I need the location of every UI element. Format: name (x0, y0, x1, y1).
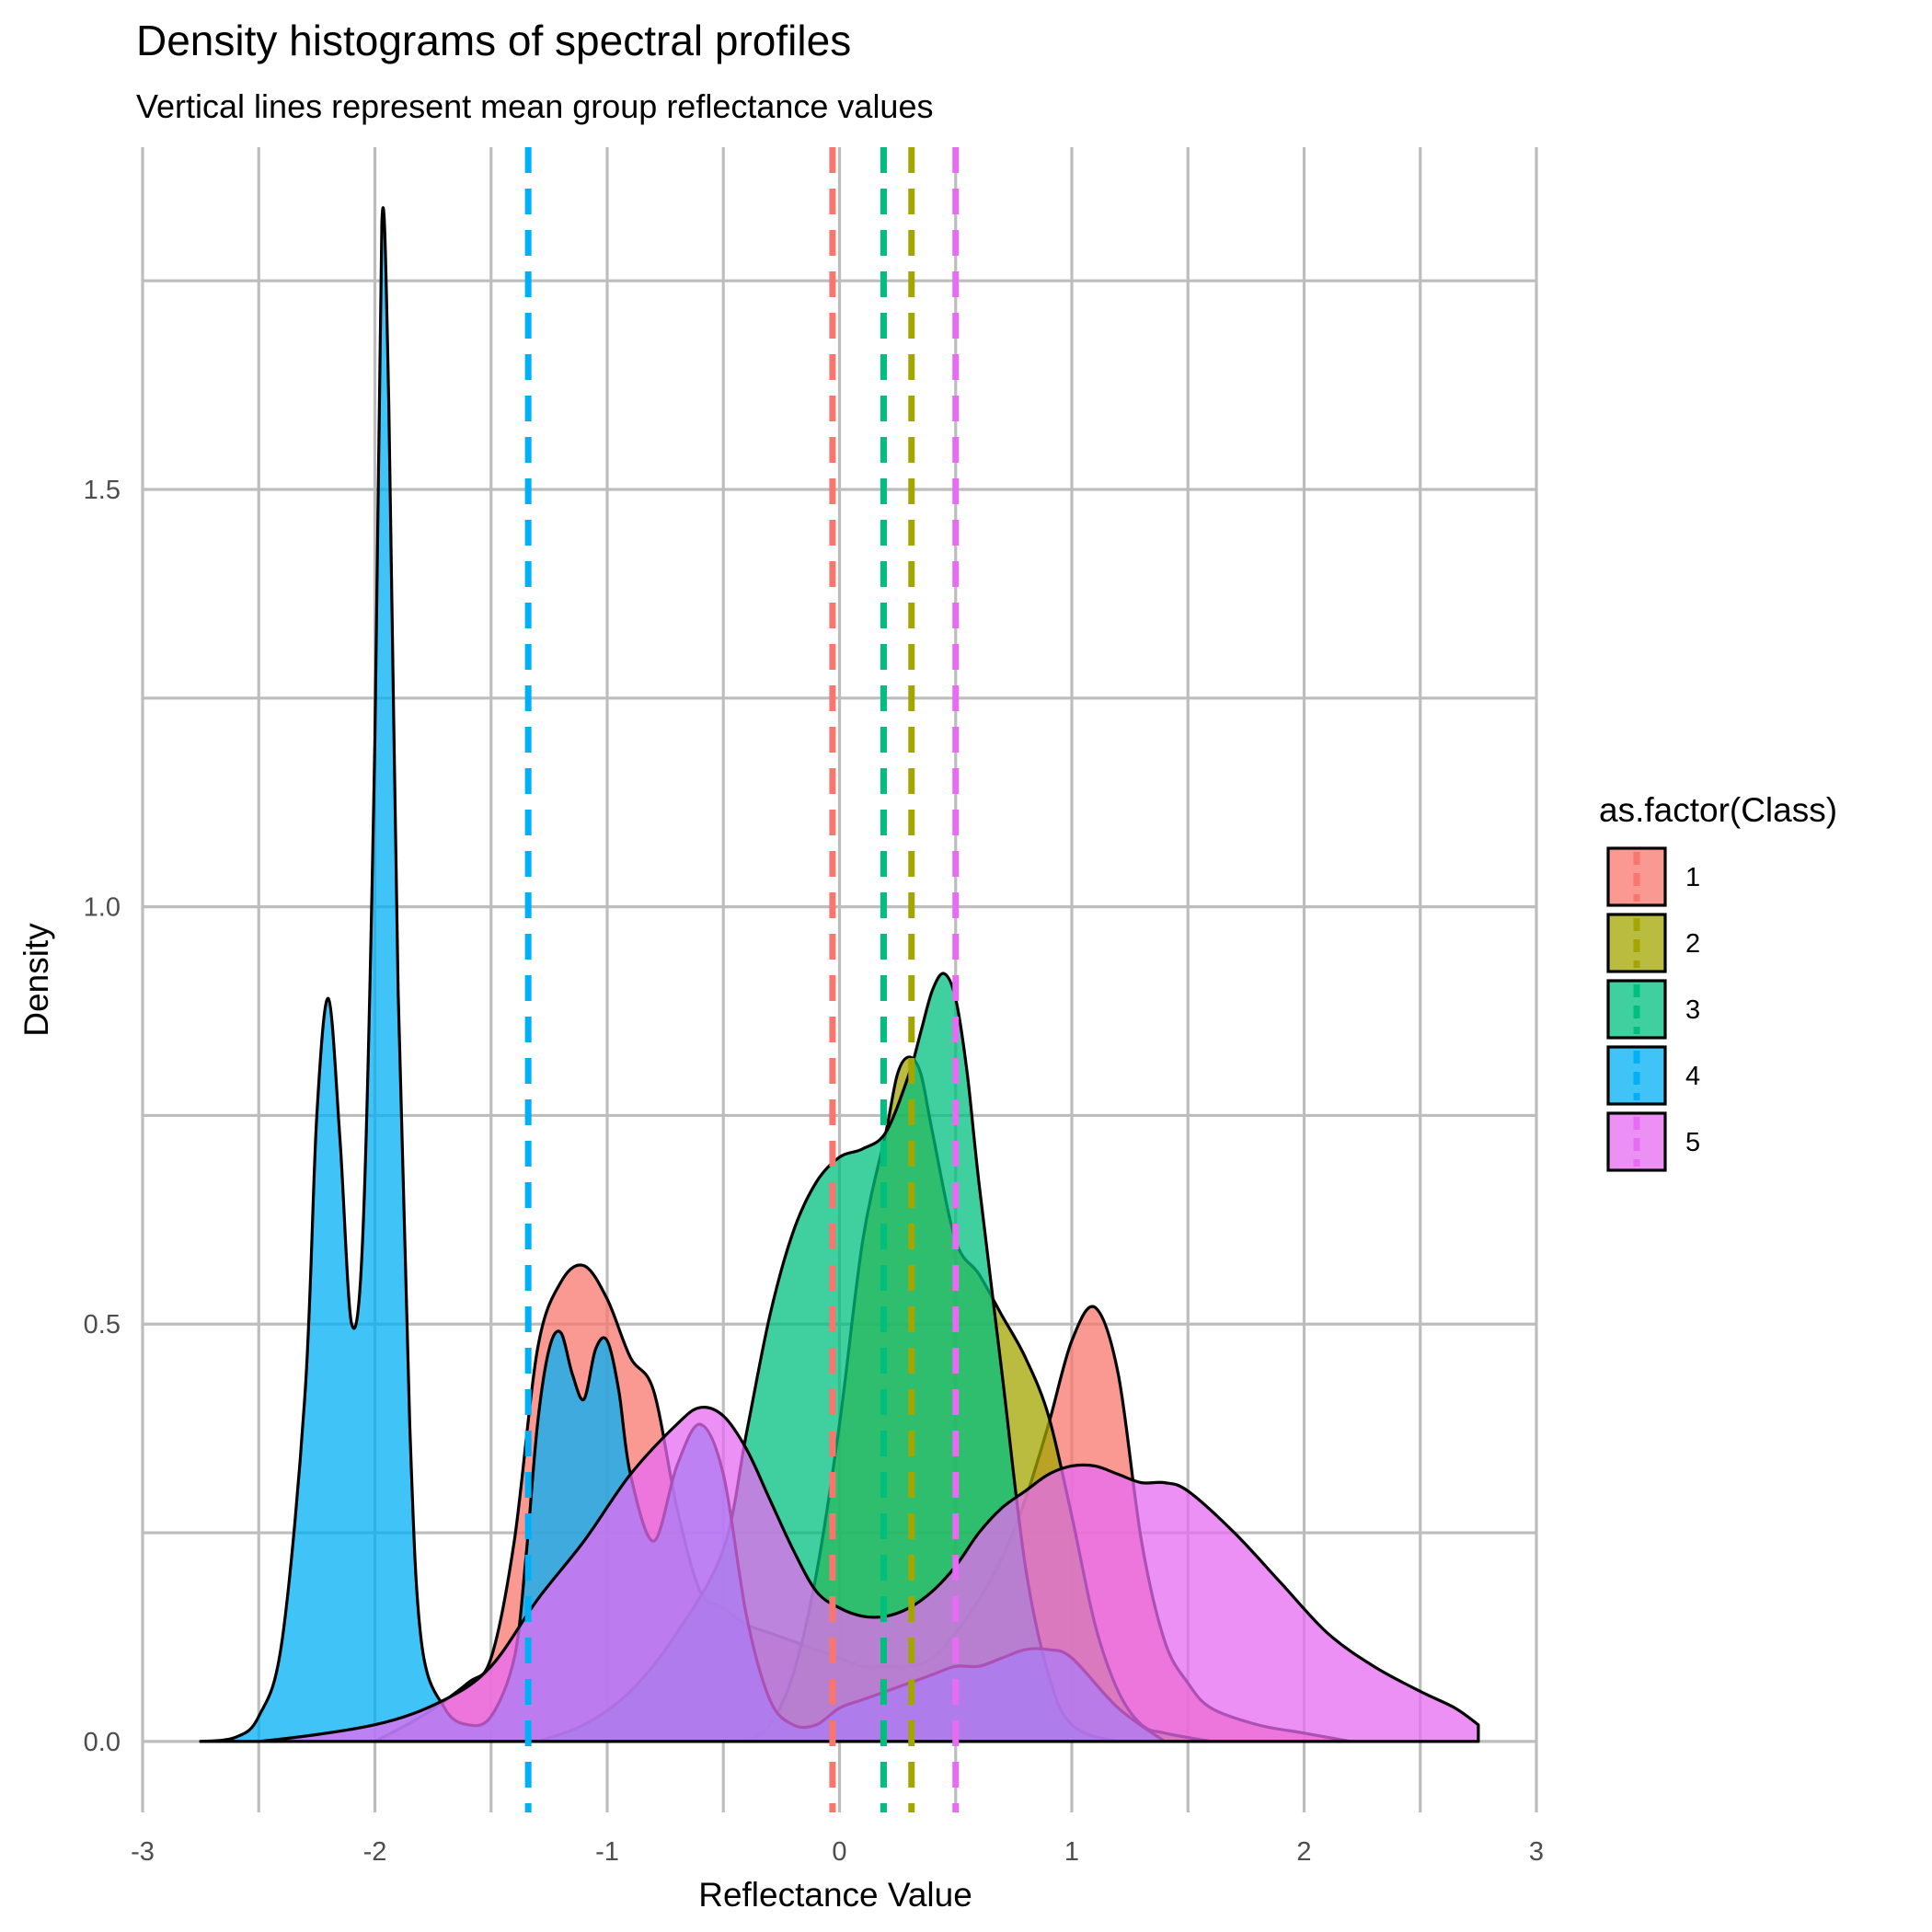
chart-subtitle: Vertical lines represent mean group refl… (136, 87, 933, 125)
legend-label: 5 (1685, 1128, 1700, 1157)
x-tick-label: -3 (131, 1837, 155, 1867)
legend-entry-4: 4 (1606, 1045, 1700, 1106)
x-tick-label: 2 (1296, 1837, 1311, 1867)
x-tick-label: 3 (1529, 1837, 1544, 1867)
legend-label: 1 (1685, 863, 1700, 892)
y-axis-title: Density (17, 923, 55, 1037)
legend: as.factor(Class) 1 2 3 4 5 (1599, 791, 1837, 1172)
density-areas (199, 206, 1480, 1743)
legend-entry-1: 1 (1606, 846, 1700, 907)
y-tick-label: 0.5 (84, 1310, 121, 1340)
x-tick-label: -2 (363, 1837, 387, 1867)
chart-title: Density histograms of spectral profiles (136, 17, 851, 64)
x-tick-label: 1 (1064, 1837, 1079, 1867)
legend-entry-3: 3 (1606, 979, 1700, 1040)
y-tick-label: 1.5 (84, 476, 121, 505)
legend-label: 3 (1685, 995, 1700, 1025)
axis-ticks: -3 -2 -1 0 1 2 3 0.0 0.5 1.0 1.5 (84, 476, 1544, 1867)
x-axis-title: Reflectance Value (698, 1876, 972, 1914)
y-tick-label: 0.0 (84, 1728, 121, 1757)
legend-entry-5: 5 (1606, 1111, 1700, 1172)
mean-lines (524, 147, 960, 1812)
x-tick-label: 0 (832, 1837, 846, 1867)
y-tick-label: 1.0 (84, 893, 121, 923)
legend-title: as.factor(Class) (1599, 791, 1837, 829)
legend-label: 2 (1685, 929, 1700, 959)
legend-label: 4 (1685, 1062, 1700, 1091)
x-tick-label: -1 (595, 1837, 619, 1867)
legend-entry-2: 2 (1606, 913, 1700, 973)
